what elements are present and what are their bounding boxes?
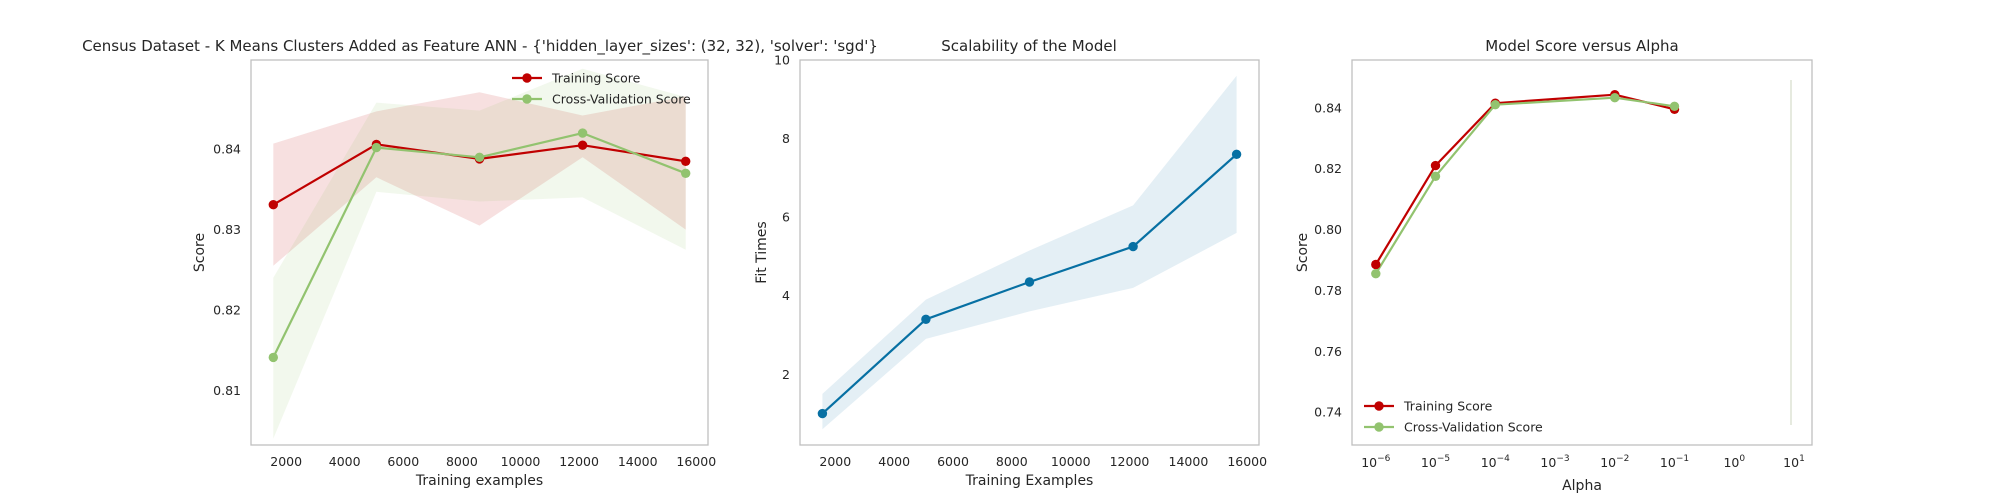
y-tick-label: 0.74 xyxy=(1314,405,1342,420)
data-point-cross-validation-score xyxy=(1610,93,1620,103)
legend-marker-cross-validation xyxy=(1374,422,1384,432)
x-tick-label: 12000 xyxy=(1110,454,1150,469)
data-point-fit-times xyxy=(1024,277,1035,287)
y-tick-label: 8 xyxy=(782,131,790,146)
data-point-fit-times xyxy=(817,408,828,419)
y-tick-labels: 0.81 0.82 0.83 0.84 xyxy=(213,142,241,398)
x-tick-label: 10−4 xyxy=(1481,454,1510,470)
y-axis-label: Score xyxy=(192,233,208,272)
legend-marker-training xyxy=(1374,401,1384,411)
y-tick-label: 0.83 xyxy=(213,222,241,237)
data-point-cross-validation-score xyxy=(1669,101,1680,112)
x-tick-labels: 2000 4000 6000 8000 10000 12000 14000 16000 xyxy=(819,454,1267,469)
data-point-training-score xyxy=(681,156,691,166)
data-point-training-score xyxy=(577,140,588,150)
scalability-panel: Scalability of the Model 2000 4000 6000 800… xyxy=(754,37,1267,489)
data-point-cross-validation-score xyxy=(1430,171,1441,181)
chart-title: Model Score versus Alpha xyxy=(1485,37,1678,55)
x-tick-labels: 2000 4000 6000 8000 10000 12000 14000 16000 xyxy=(270,454,716,469)
x-axis-label: Training Examples xyxy=(965,473,1094,489)
y-tick-label: 0.81 xyxy=(213,383,241,398)
legend-label-training: Training Score xyxy=(1403,399,1493,414)
plot-area xyxy=(1351,59,1813,446)
x-tick-label: 8000 xyxy=(996,454,1028,469)
x-tick-label: 12000 xyxy=(559,454,599,469)
learning-curve-panel: Census Dataset - K Means Clusters Added … xyxy=(82,37,878,489)
x-axis-label: Training examples xyxy=(415,473,543,489)
data-point-cross-validation-score xyxy=(474,152,485,162)
data-point-training-score xyxy=(1430,160,1441,171)
data-point-fit-times xyxy=(921,314,931,324)
x-tick-label: 10−5 xyxy=(1421,454,1450,470)
chart-title: Census Dataset - K Means Clusters Added … xyxy=(82,37,878,56)
series-points xyxy=(1371,90,1680,279)
confidence-bands xyxy=(822,75,1237,430)
x-tick-label: 10−1 xyxy=(1660,454,1689,470)
data-point-cross-validation-score xyxy=(268,352,278,363)
x-tick-label: 10−6 xyxy=(1361,454,1390,470)
data-point-cross-validation-score xyxy=(1371,269,1381,279)
x-tick-label: 14000 xyxy=(618,454,658,469)
confidence-band-fit-times xyxy=(822,75,1237,430)
legend-marker-cross-validation xyxy=(522,94,532,104)
data-point-fit-times xyxy=(1128,241,1138,252)
x-tick-label: 6000 xyxy=(937,454,969,469)
legend-label-cross-validation: Cross-Validation Score xyxy=(552,92,691,107)
x-tick-label: 10−2 xyxy=(1600,454,1629,470)
y-tick-label: 4 xyxy=(782,288,790,303)
series-points xyxy=(268,128,691,363)
data-point-cross-validation-score xyxy=(1490,100,1501,110)
x-tick-label: 2000 xyxy=(819,454,851,469)
data-point-cross-validation-score xyxy=(681,168,691,178)
y-tick-label: 0.76 xyxy=(1314,344,1342,359)
x-tick-label: 14000 xyxy=(1169,454,1209,469)
data-point-cross-validation-score xyxy=(371,142,382,153)
y-tick-label: 10 xyxy=(774,53,790,68)
x-tick-label: 101 xyxy=(1783,454,1805,470)
data-point-fit-times xyxy=(1231,149,1242,159)
y-tick-label: 0.82 xyxy=(213,303,241,318)
x-tick-label: 2000 xyxy=(270,454,302,469)
plot-area xyxy=(250,59,709,446)
y-tick-label: 0.84 xyxy=(1314,100,1342,115)
x-tick-label: 10−3 xyxy=(1540,454,1569,470)
data-point-training-score xyxy=(1371,259,1381,270)
confidence-band-cross-validation-score xyxy=(273,68,686,439)
legend: Training Score Cross-Validation Score xyxy=(512,71,691,107)
legend: Training Score Cross-Validation Score xyxy=(1364,399,1543,435)
y-tick-label: 2 xyxy=(782,367,790,382)
data-point-cross-validation-score xyxy=(577,128,588,138)
x-tick-label: 4000 xyxy=(878,454,910,469)
data-point-training-score xyxy=(268,200,278,210)
x-tick-label: 10000 xyxy=(501,454,541,469)
y-tick-labels: 2 4 6 8 10 xyxy=(774,53,790,382)
legend-marker-training xyxy=(522,73,532,83)
y-tick-label: 0.82 xyxy=(1314,161,1342,176)
alpha-panel: Model Score versus Alpha 10−6 10−5 10−4 10−… xyxy=(1295,37,1813,494)
y-tick-label: 0.80 xyxy=(1314,222,1342,237)
y-axis-label: Score xyxy=(1295,233,1311,272)
y-tick-label: 6 xyxy=(782,210,790,225)
x-tick-label: 4000 xyxy=(329,454,361,469)
legend-label-training: Training Score xyxy=(551,71,641,86)
x-axis-label: Alpha xyxy=(1562,478,1602,494)
x-tick-label: 10000 xyxy=(1051,454,1091,469)
x-tick-label: 8000 xyxy=(446,454,478,469)
plot-area xyxy=(799,59,1260,446)
y-tick-label: 0.78 xyxy=(1314,283,1342,298)
y-axis-label: Fit Times xyxy=(754,221,770,283)
x-tick-label: 16000 xyxy=(1227,454,1267,469)
x-tick-label: 100 xyxy=(1723,454,1745,470)
x-tick-label: 6000 xyxy=(387,454,419,469)
chart-title: Scalability of the Model xyxy=(941,37,1117,55)
x-tick-labels: 10−6 10−5 10−4 10−3 10−2 10−1 100 101 xyxy=(1361,454,1805,470)
x-tick-label: 16000 xyxy=(676,454,716,469)
legend-label-cross-validation: Cross-Validation Score xyxy=(1404,420,1543,435)
series-points xyxy=(817,149,1242,419)
y-tick-label: 0.84 xyxy=(213,142,241,157)
y-tick-labels: 0.74 0.76 0.78 0.80 0.82 0.84 xyxy=(1314,100,1342,419)
